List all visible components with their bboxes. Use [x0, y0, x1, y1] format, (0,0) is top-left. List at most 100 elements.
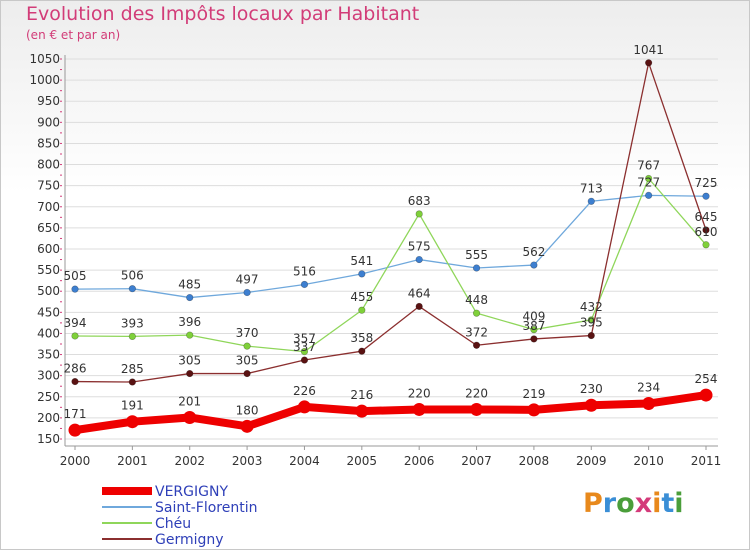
chart-subtitle: (en € et par an): [26, 28, 121, 42]
data-label-saint-florentin: 541: [350, 254, 373, 268]
point-saint-florentin: [472, 264, 481, 272]
point-germigny: [472, 341, 481, 349]
data-label-germigny: 464: [408, 286, 431, 300]
data-label-saint-florentin: 505: [64, 269, 87, 283]
proxiti-logo: Proxiti: [583, 488, 684, 519]
data-label-ch-u: 396: [178, 315, 201, 329]
data-label-saint-florentin: 485: [178, 278, 201, 292]
point-ch-u: [415, 210, 423, 218]
y-tick-label: 850: [37, 136, 60, 150]
data-label-saint-florentin: 725: [695, 176, 718, 190]
data-label-vergigny: 226: [293, 384, 316, 398]
y-tick-label: 800: [37, 158, 60, 172]
point-germigny: [702, 226, 710, 234]
x-tick-label: 2006: [404, 454, 435, 468]
data-label-germigny: 358: [350, 331, 373, 345]
point-vergigny: [240, 419, 254, 433]
point-saint-florentin: [358, 270, 366, 278]
data-label-ch-u: 393: [121, 316, 144, 330]
point-germigny: [128, 378, 136, 386]
point-saint-florentin: [415, 255, 423, 264]
point-saint-florentin: [300, 280, 309, 289]
data-label-vergigny: 180: [236, 403, 259, 417]
point-vergigny: [642, 397, 656, 411]
point-saint-florentin: [128, 285, 136, 293]
data-label-vergigny: 230: [580, 382, 603, 396]
y-tick-label: 600: [37, 242, 60, 256]
data-label-saint-florentin: 506: [121, 269, 144, 283]
data-label-vergigny: 254: [695, 372, 718, 386]
data-label-vergigny: 171: [64, 407, 87, 421]
point-germigny: [645, 59, 653, 67]
data-label-saint-florentin: 727: [637, 175, 660, 189]
legend-label-ch-u: Chéu: [155, 516, 191, 532]
point-saint-florentin: [587, 197, 595, 205]
data-label-saint-florentin: 497: [236, 272, 259, 286]
point-germigny: [243, 369, 251, 378]
y-tick-label: 700: [37, 200, 60, 214]
data-label-saint-florentin: 562: [522, 245, 545, 259]
y-tick-label: 900: [37, 115, 60, 129]
logo-letter: i: [652, 488, 662, 519]
data-label-germigny: 1041: [633, 43, 664, 57]
data-label-ch-u: 683: [408, 194, 431, 208]
logo-letter: i: [674, 488, 684, 519]
data-label-vergigny: 220: [465, 386, 488, 400]
logo-letter: x: [634, 488, 653, 519]
point-saint-florentin: [530, 261, 538, 269]
y-tick-label: 750: [37, 179, 60, 193]
point-germigny: [587, 331, 595, 340]
y-tick-label: 200: [37, 411, 60, 425]
data-label-ch-u: 394: [64, 316, 87, 330]
data-label-saint-florentin: 555: [465, 248, 488, 262]
x-tick-label: 2004: [289, 454, 320, 468]
point-ch-u: [530, 326, 538, 334]
point-ch-u: [128, 332, 136, 341]
logo-letter: P: [583, 488, 603, 519]
data-label-ch-u: 448: [465, 293, 488, 307]
data-label-germigny: 387: [522, 319, 545, 333]
point-germigny: [530, 335, 538, 343]
y-tick-label: 400: [37, 326, 60, 340]
data-label-vergigny: 220: [408, 386, 431, 400]
data-label-saint-florentin: 713: [580, 181, 603, 195]
data-label-germigny: 337: [293, 340, 316, 354]
point-ch-u: [71, 332, 79, 340]
point-ch-u: [300, 348, 309, 356]
point-ch-u: [358, 306, 366, 314]
chart-title: Evolution des Impôts locaux par Habitant: [26, 3, 420, 25]
point-vergigny: [527, 403, 541, 417]
data-label-germigny: 645: [695, 210, 718, 224]
point-vergigny: [125, 415, 139, 429]
legend-label-germigny: Germigny: [155, 532, 224, 548]
y-tick-label: 650: [37, 221, 60, 235]
x-tick-label: 2011: [691, 454, 722, 468]
point-germigny: [415, 302, 423, 311]
data-label-germigny: 285: [121, 362, 144, 376]
data-label-vergigny: 191: [121, 399, 144, 413]
point-vergigny: [412, 402, 426, 416]
point-saint-florentin: [645, 191, 653, 199]
point-ch-u: [702, 241, 710, 249]
y-tick-label: 1000: [29, 73, 60, 87]
point-saint-florentin: [243, 288, 251, 297]
data-label-germigny: 395: [580, 316, 603, 330]
x-tick-label: 2000: [60, 454, 91, 468]
data-label-vergigny: 216: [350, 388, 373, 402]
y-tick-label: 150: [37, 432, 60, 446]
y-tick-label: 300: [37, 369, 60, 383]
point-vergigny: [699, 388, 713, 402]
point-vergigny: [584, 398, 598, 412]
point-ch-u: [186, 331, 194, 339]
legend-label-saint-florentin: Saint-Florentin: [155, 500, 257, 516]
point-germigny: [358, 347, 366, 355]
data-label-germigny: 286: [64, 362, 87, 376]
data-label-germigny: 305: [178, 354, 201, 368]
point-germigny: [186, 369, 194, 378]
x-tick-label: 2005: [347, 454, 378, 468]
point-ch-u: [472, 309, 481, 317]
series-line-ch-u: [74, 177, 707, 353]
y-tick-label: 350: [37, 348, 60, 362]
x-tick-label: 2002: [174, 454, 205, 468]
